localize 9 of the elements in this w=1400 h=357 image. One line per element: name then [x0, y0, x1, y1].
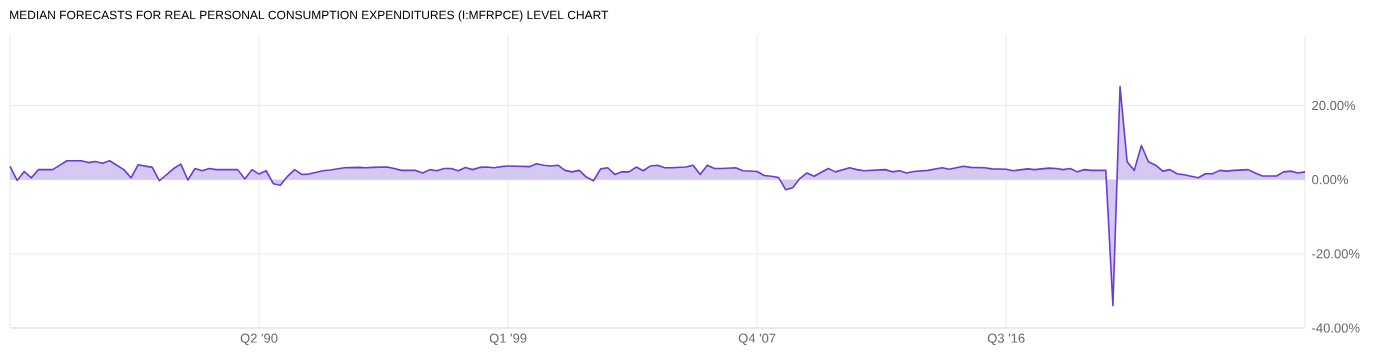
chart-title: MEDIAN FORECASTS FOR REAL PERSONAL CONSUMPTION EXPENDITURES (I:MFRPCE) LEVEL CHART [10, 10, 609, 22]
x-tick-label: Q1 '99 [489, 333, 527, 346]
x-tick-label: Q2 '90 [240, 333, 278, 346]
y-tick-label: -40.00% [1312, 323, 1360, 333]
y-tick-label: 0.00% [1312, 175, 1348, 185]
x-tick-label: Q4 '07 [738, 333, 776, 346]
y-tick-label: 20.00% [1312, 100, 1356, 111]
x-tick-label: Q3 '16 [987, 333, 1025, 346]
y-tick-label: -20.00% [1312, 249, 1360, 259]
